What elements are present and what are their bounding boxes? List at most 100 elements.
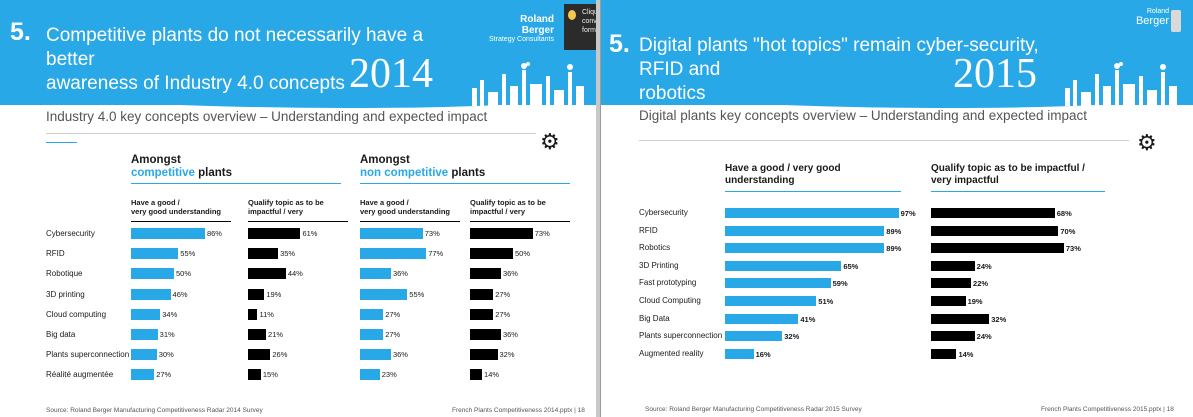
- data-label: 97%: [900, 209, 916, 218]
- column-header-line: Have a good /: [131, 198, 180, 207]
- column-header-line: Qualify topic as to be: [470, 198, 546, 207]
- column-header-line: impactful / very: [470, 207, 526, 216]
- data-label: 31%: [159, 330, 175, 339]
- data-label: 27%: [385, 309, 401, 319]
- data-label: 23%: [381, 370, 397, 380]
- lightbulb-icon: [568, 10, 576, 20]
- category-label: RFID: [46, 249, 65, 259]
- title-line-1: Competitive plants do not necessarily ha…: [46, 25, 424, 70]
- data-label: 24%: [976, 332, 992, 342]
- data-label: 55%: [180, 249, 196, 259]
- data-label: 55%: [409, 289, 425, 299]
- bar: [931, 296, 966, 306]
- title-line-2: awareness of Industry 4.0 concepts: [46, 73, 345, 94]
- bar: [725, 296, 817, 306]
- data-label: 34%: [162, 309, 178, 319]
- slide-2014: 5. Competitive plants do not necessarily…: [0, 0, 597, 417]
- tooltip-line-3: form: [582, 27, 596, 34]
- data-label: 32%: [991, 314, 1007, 324]
- column-rule: [931, 191, 1105, 192]
- data-label: 41%: [800, 314, 816, 324]
- bar: [360, 329, 384, 340]
- bar: [360, 268, 391, 280]
- bar: [725, 331, 783, 342]
- data-label: 27%: [385, 330, 401, 339]
- category-label: Réalité augmentée: [46, 370, 114, 380]
- footer-source: Source: Roland Berger Manufacturing Comp…: [645, 406, 862, 413]
- group-accent-text: non competitive: [360, 167, 449, 179]
- column-header-line: very good understanding: [360, 207, 451, 216]
- bar: [725, 208, 899, 218]
- bar: [931, 348, 957, 359]
- group-noncompetitive-label: Amongst non competitive plants: [360, 154, 485, 180]
- column-header-line: Have a good /: [360, 198, 409, 207]
- bar: [360, 228, 423, 239]
- data-label: 77%: [428, 249, 444, 259]
- title-line-2: robotics: [639, 83, 706, 104]
- brand-mark-icon: [1171, 10, 1181, 32]
- data-label: 19%: [266, 289, 282, 299]
- category-label: Cybersecurity: [46, 229, 95, 238]
- bar: [470, 268, 501, 280]
- bar: [131, 288, 171, 300]
- tooltip-line-1: Cliqu: [582, 9, 597, 16]
- data-label: 19%: [967, 297, 983, 306]
- bar: [131, 369, 155, 381]
- bar: [360, 369, 380, 381]
- bar: [931, 313, 990, 324]
- data-label: 36%: [392, 269, 408, 279]
- brand-sub: Berger: [1135, 15, 1169, 27]
- category-label: Augmented reality: [639, 348, 704, 358]
- data-label: 35%: [280, 249, 296, 259]
- bar: [931, 208, 1055, 218]
- data-label: 16%: [755, 349, 771, 359]
- data-label: 59%: [832, 279, 848, 289]
- data-label: 36%: [502, 269, 518, 279]
- year-label: 2015: [953, 51, 1037, 97]
- category-label: Big data: [46, 330, 76, 339]
- bar: [131, 329, 158, 340]
- bar: [931, 243, 1064, 254]
- column-header-line: understanding: [725, 175, 795, 186]
- column-header-line: very impactful: [931, 175, 999, 186]
- bar: [725, 260, 842, 271]
- slide-title: Digital plants "hot topics" remain cyber…: [639, 34, 1079, 106]
- bar: [470, 349, 498, 361]
- gear-icon: ⚙: [1137, 130, 1157, 155]
- brand-name: Roland: [1146, 8, 1169, 15]
- column-rule: [248, 221, 348, 222]
- group-rule: [131, 183, 341, 184]
- tooltip[interactable]: Cliqu conv form: [564, 4, 597, 50]
- bar: [360, 288, 408, 300]
- bar: [470, 288, 494, 300]
- bar: [725, 243, 885, 254]
- bar: [725, 278, 831, 289]
- data-label: 46%: [172, 289, 188, 299]
- data-label: 22%: [973, 279, 989, 289]
- data-label: 14%: [958, 349, 974, 359]
- category-label: 3D printing: [46, 289, 85, 299]
- column-header-understanding: Have a good / very good understanding: [725, 163, 841, 187]
- column-header-understanding: Have a good / very good understanding: [360, 198, 450, 216]
- bar: [248, 369, 261, 381]
- data-label: 50%: [515, 249, 531, 259]
- chart-subtitle: Digital plants key concepts overview – U…: [639, 108, 1087, 123]
- chart-subtitle: Industry 4.0 key concepts overview – Und…: [46, 109, 488, 124]
- data-label: 89%: [886, 244, 902, 254]
- data-label: 70%: [1060, 226, 1076, 236]
- bar: [360, 349, 391, 361]
- header-wave: [0, 85, 596, 109]
- tooltip-line-2: conv: [582, 18, 597, 25]
- category-label: Plants superconnection: [639, 331, 723, 341]
- brand-logo: Roland Berger: [1125, 8, 1169, 27]
- bar: [725, 348, 754, 359]
- data-label: 11%: [259, 309, 274, 319]
- group-accent-text: competitive: [131, 167, 195, 179]
- category-label: Cybersecurity: [639, 208, 688, 217]
- data-label: 51%: [818, 297, 834, 306]
- category-label: Robotique: [46, 269, 83, 279]
- column-rule: [725, 191, 901, 192]
- factory-skyline-icon: [1065, 62, 1177, 106]
- data-label: 89%: [886, 226, 902, 236]
- data-label: 32%: [499, 350, 515, 360]
